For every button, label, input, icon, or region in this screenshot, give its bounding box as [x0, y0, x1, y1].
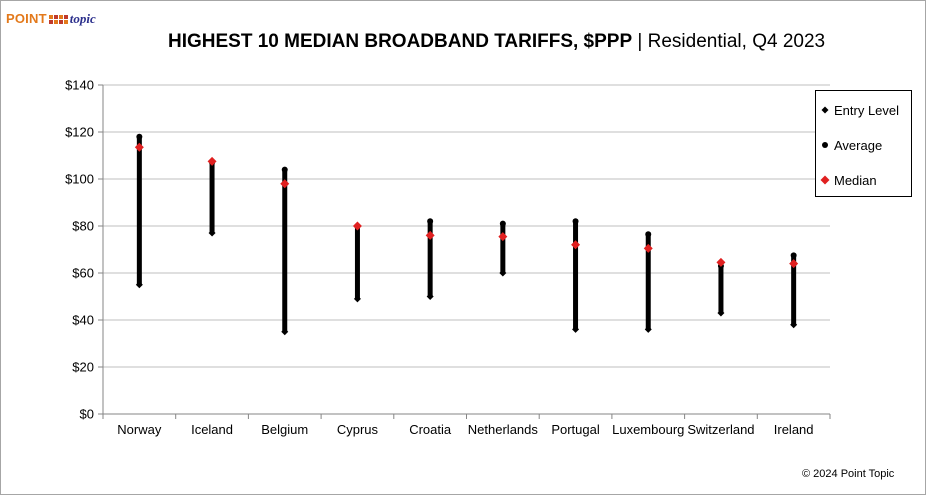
entry-level-point — [281, 328, 289, 336]
legend-median-label: Median — [834, 172, 877, 188]
median-point — [789, 259, 799, 269]
median-point — [425, 230, 435, 240]
average-point — [790, 252, 797, 259]
legend-median-marker — [816, 173, 834, 188]
x-tick-label: Ireland — [774, 422, 814, 437]
x-tick-label: Belgium — [261, 422, 308, 437]
logo-topic: topic — [69, 11, 96, 26]
entry-level-point — [353, 295, 361, 303]
entry-level-point — [426, 293, 434, 300]
y-tick-label: $20 — [72, 360, 94, 375]
x-tick-label: Norway — [117, 422, 162, 437]
x-tick-label: Croatia — [409, 422, 452, 437]
x-tick-label: Cyprus — [337, 422, 379, 437]
median-point — [498, 232, 508, 242]
average-point — [499, 220, 506, 227]
entry-level-point — [208, 229, 216, 237]
y-tick-label: $120 — [65, 125, 94, 140]
entry-level-point — [790, 321, 798, 329]
median-point — [134, 142, 144, 152]
legend-average-marker — [816, 138, 834, 153]
average-point — [281, 166, 288, 173]
logo-grid-icon — [48, 14, 68, 24]
average-point — [136, 133, 143, 140]
x-tick-label: Iceland — [191, 422, 233, 437]
legend-median: Median — [816, 171, 877, 189]
y-tick-label: $140 — [65, 78, 94, 93]
y-tick-label: $0 — [80, 407, 94, 422]
point-topic-logo: POINT topic — [6, 12, 96, 26]
median-point — [280, 179, 290, 189]
chart-title: HIGHEST 10 MEDIAN BROADBAND TARIFFS, $PP… — [168, 31, 825, 53]
x-tick-label: Luxembourg — [612, 422, 684, 437]
x-tick-label: Switzerland — [687, 422, 754, 437]
copyright: © 2024 Point Topic — [802, 468, 895, 480]
y-tick-label: $100 — [65, 172, 94, 187]
legend-average-label: Average — [834, 137, 883, 153]
x-tick-label: Portugal — [551, 422, 600, 437]
entry-level-point — [572, 325, 580, 333]
median-point — [207, 156, 217, 166]
entry-level-point — [499, 269, 507, 277]
legend-entry-level-label: Entry Level — [834, 102, 900, 118]
legend-entry-level-marker — [816, 103, 834, 118]
chart-title-sub: | Residential, Q4 2023 — [632, 31, 826, 52]
median-point — [571, 240, 581, 250]
legend-average: Average — [816, 136, 882, 154]
y-tick-label: $80 — [72, 219, 94, 234]
y-tick-label: $60 — [72, 266, 94, 281]
entry-level-point — [717, 309, 725, 317]
entry-level-point — [644, 325, 652, 333]
entry-level-point — [135, 281, 143, 289]
chart-title-main: HIGHEST 10 MEDIAN BROADBAND TARIFFS, $PP… — [168, 31, 633, 52]
average-point — [572, 218, 579, 225]
median-point — [643, 243, 653, 253]
median-point — [716, 257, 726, 267]
average-point — [427, 218, 434, 225]
legend-entry-level: Entry Level — [816, 101, 899, 119]
legend: Entry Level Average Median — [815, 90, 912, 197]
y-tick-label: $40 — [72, 313, 94, 328]
x-tick-label: Netherlands — [468, 422, 539, 437]
logo-word: POINT — [6, 11, 47, 26]
median-point — [352, 221, 362, 231]
average-point — [645, 231, 652, 238]
